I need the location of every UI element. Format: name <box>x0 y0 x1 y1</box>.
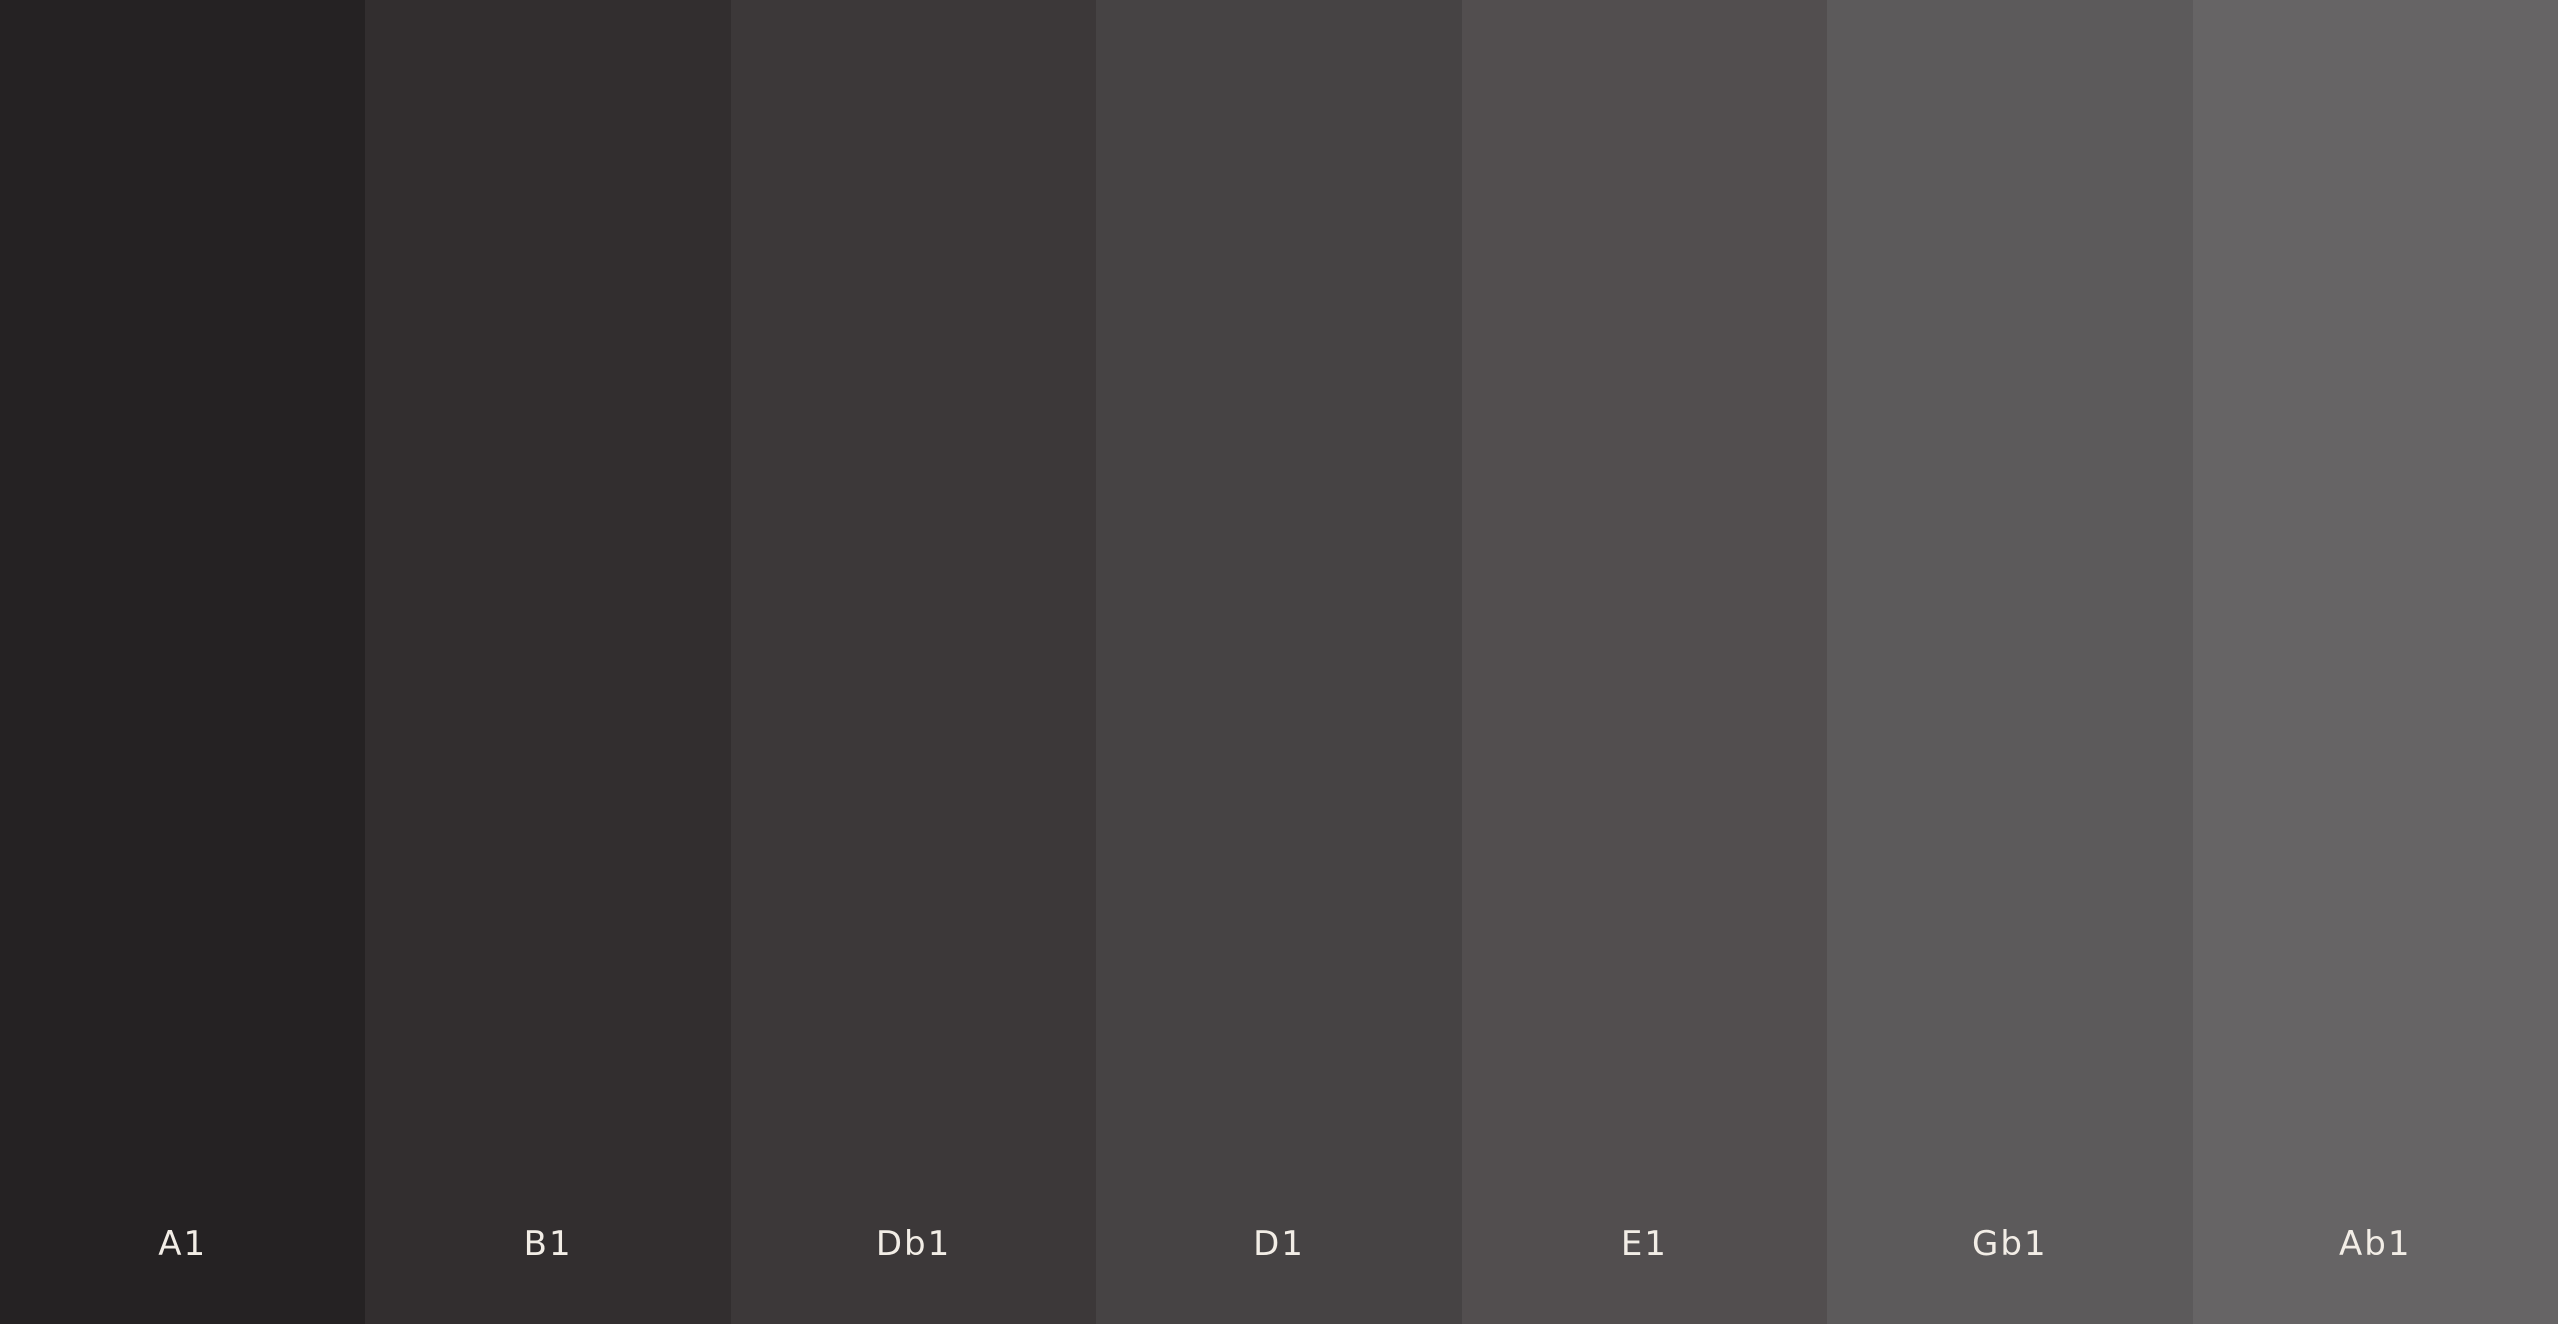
swatch-a1: A1 <box>0 0 366 1324</box>
swatch-label: E1 <box>1620 1224 1668 1264</box>
swatch-label: D1 <box>1253 1224 1305 1264</box>
swatch-gb1: Gb1 <box>1827 0 2193 1324</box>
swatch-label: Db1 <box>875 1224 952 1264</box>
swatch-d1: D1 <box>1096 0 1462 1324</box>
swatch-label: Gb1 <box>1972 1224 2048 1264</box>
swatch-label: A1 <box>158 1224 208 1264</box>
swatch-db1: Db1 <box>730 0 1097 1324</box>
swatch-b1: B1 <box>365 0 731 1324</box>
swatch-label: Ab1 <box>2339 1224 2412 1264</box>
swatch-label: B1 <box>523 1224 573 1264</box>
swatch-ab1: Ab1 <box>2192 0 2558 1324</box>
swatch-e1: E1 <box>1461 0 1828 1324</box>
